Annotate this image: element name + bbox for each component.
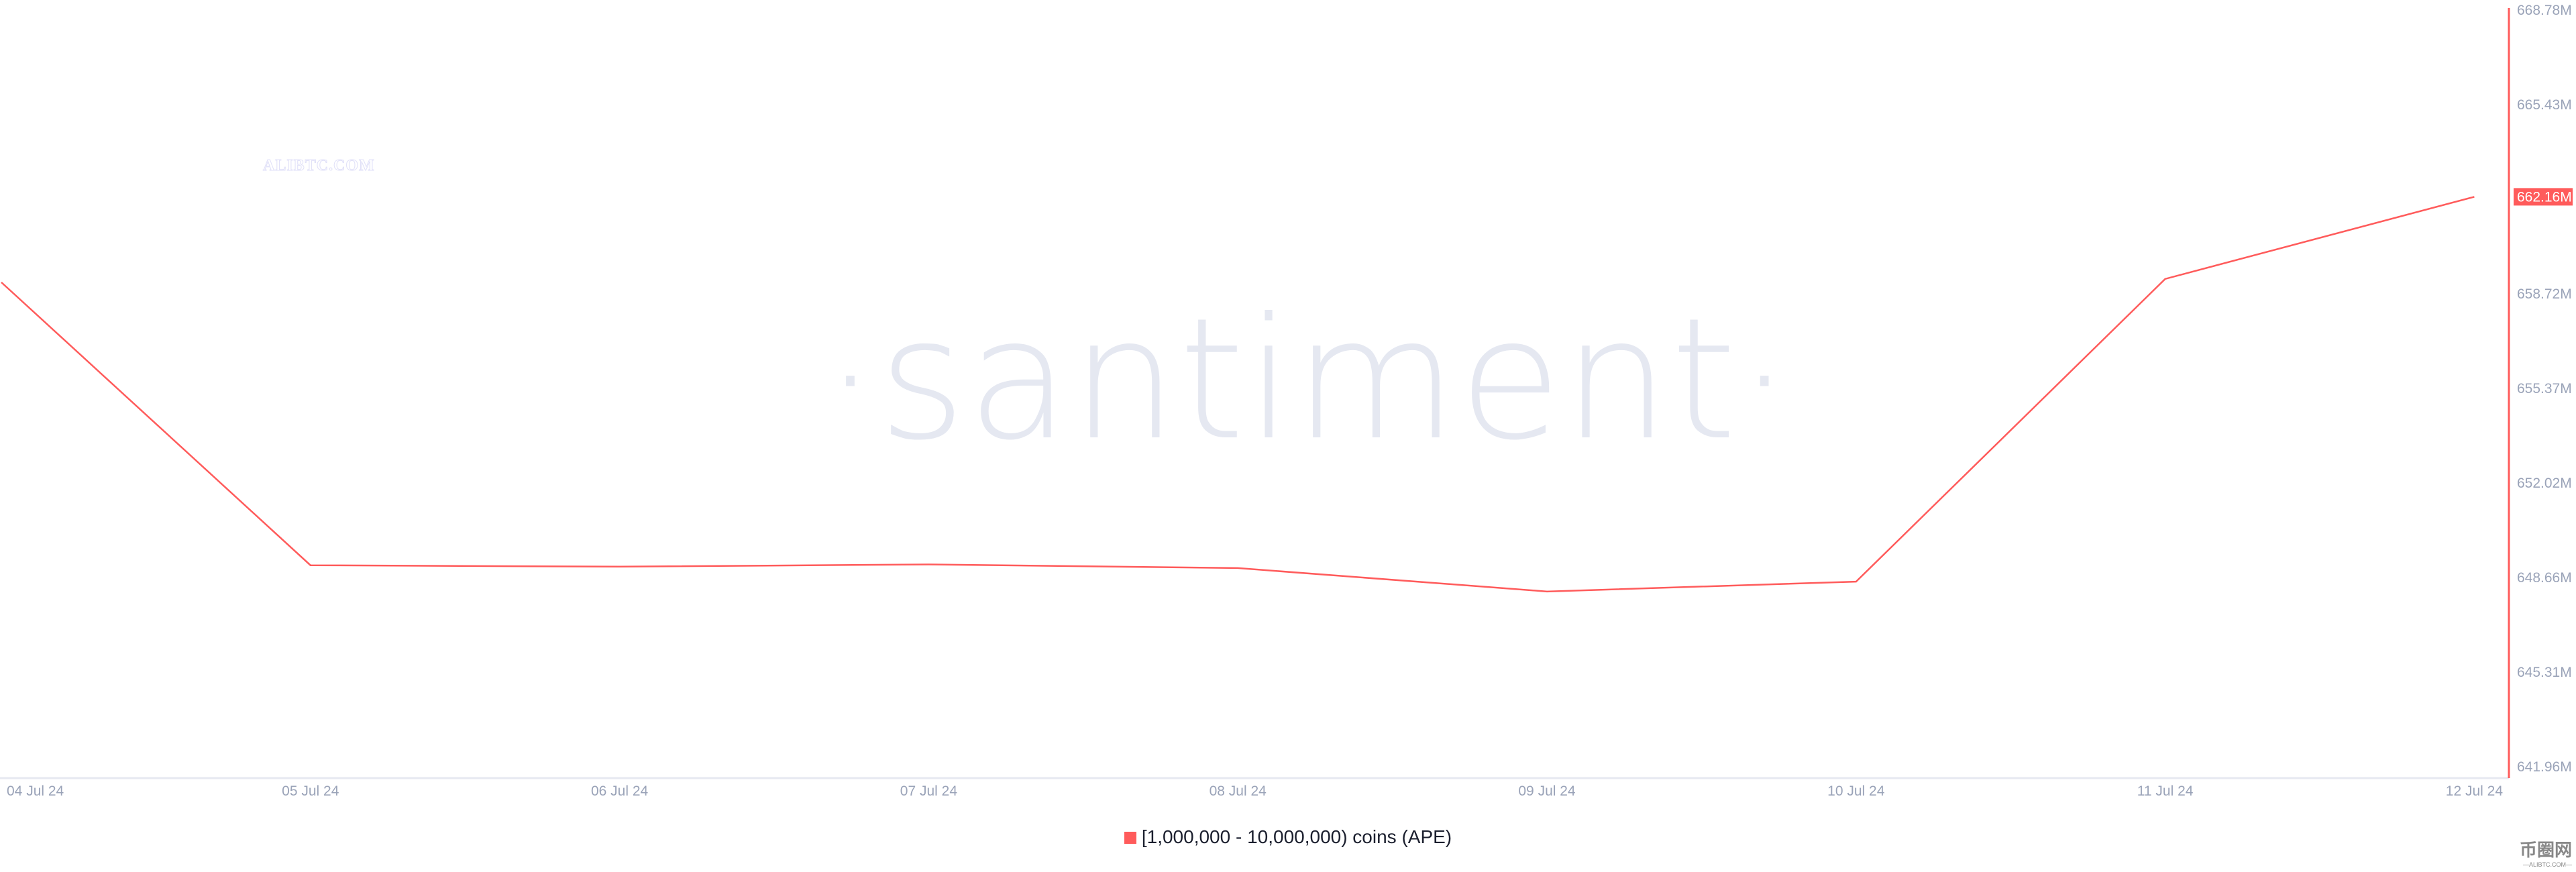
santiment-watermark: ·santiment·	[823, 282, 1793, 477]
y-tick-label: 645.31M	[2517, 665, 2572, 680]
last-value-label: 662.16M	[2517, 189, 2572, 205]
y-tick-label: 652.02M	[2517, 476, 2572, 491]
x-tick-label: 06 Jul 24	[591, 783, 649, 799]
x-tick-label: 09 Jul 24	[1518, 783, 1576, 799]
x-tick-label: 08 Jul 24	[1210, 783, 1267, 799]
series-line	[1, 196, 2475, 593]
y-tick-label: 648.66M	[2517, 570, 2572, 586]
x-tick-label: 11 Jul 24	[2137, 783, 2194, 799]
y-tick-label: 641.96M	[2517, 759, 2572, 775]
x-tick-label: 12 Jul 24	[2446, 783, 2504, 799]
legend[interactable]: [1,000,000 - 10,000,000) coins (APE)	[0, 826, 2576, 848]
legend-label: [1,000,000 - 10,000,000) coins (APE)	[1141, 826, 1452, 847]
y-tick-label: 655.37M	[2517, 381, 2572, 396]
alibtc-watermark: ALIBTC.COM	[263, 157, 375, 175]
y-tick-label: 665.43M	[2517, 97, 2572, 113]
x-tick-label: 04 Jul 24	[7, 783, 64, 799]
x-tick-label: 07 Jul 24	[900, 783, 958, 799]
y-tick-label: 668.78M	[2517, 3, 2572, 18]
last-value-badge	[2514, 188, 2573, 206]
x-tick-label: 05 Jul 24	[282, 783, 339, 799]
y-tick-label: 658.72M	[2517, 286, 2572, 302]
legend-swatch	[1124, 832, 1136, 844]
alibtc-logo: 币圈网 —ALIBTC.COM—	[2519, 840, 2572, 868]
x-tick-label: 10 Jul 24	[1827, 783, 1885, 799]
